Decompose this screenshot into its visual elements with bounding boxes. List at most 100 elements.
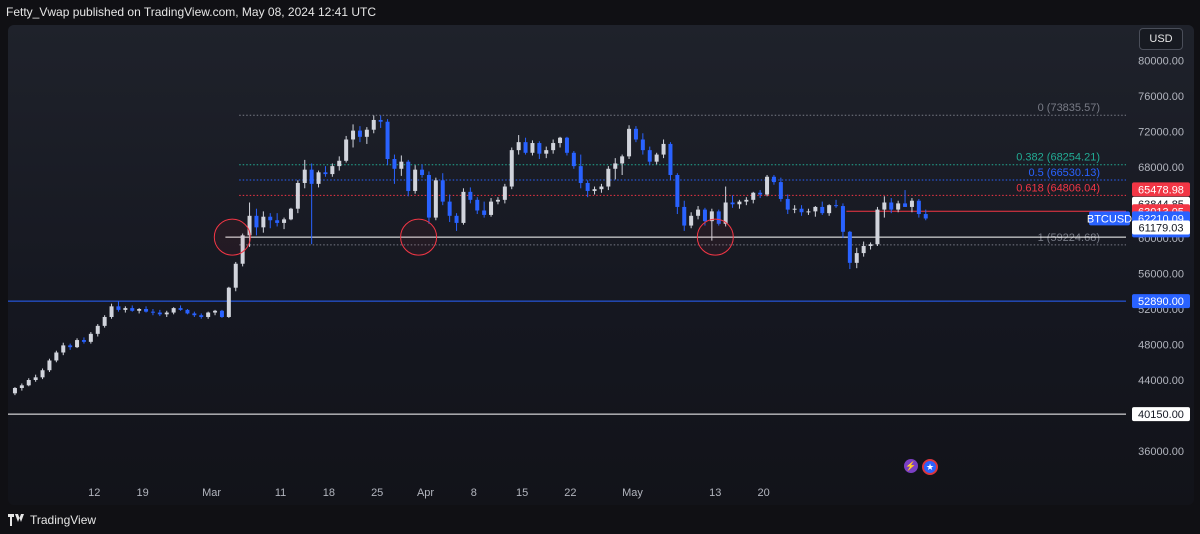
candle-body: [668, 143, 673, 175]
fib-level-label: 0.382 (68254.21): [1016, 152, 1100, 164]
candle-body: [599, 186, 604, 190]
candle-body: [765, 176, 770, 195]
tradingview-logo-icon: [8, 514, 24, 526]
candle-body: [530, 143, 535, 153]
candle-body: [468, 191, 473, 200]
x-tick-label: 13: [709, 487, 721, 499]
candle-body: [737, 201, 742, 205]
candle-body: [509, 150, 514, 187]
candle-body: [88, 333, 93, 342]
candle-body: [813, 206, 818, 212]
candle-body: [316, 172, 321, 184]
lightning-event-icon[interactable]: ⚡: [904, 459, 918, 473]
candle-body: [61, 345, 66, 353]
candle-body: [302, 169, 307, 183]
candle-body: [164, 312, 169, 315]
candle-body: [385, 121, 390, 160]
publish-header: Fetty_Vwap published on TradingView.com,…: [6, 5, 376, 19]
highlight-circle-marker: [696, 218, 734, 256]
candle-body: [647, 150, 652, 162]
candle-body: [454, 215, 459, 223]
x-tick-label: May: [622, 487, 643, 499]
candle-body: [81, 340, 86, 342]
y-tick-label: 36000.00: [1138, 446, 1184, 458]
x-tick-label: 22: [564, 487, 576, 499]
candle-body: [213, 310, 218, 313]
candle-body: [640, 139, 645, 151]
candle-body: [75, 340, 80, 348]
price-label-text: 40150.00: [1138, 409, 1184, 421]
candle-body: [682, 206, 687, 226]
candle-body: [420, 169, 425, 175]
candle-body: [130, 308, 135, 311]
fib-level-label: 0.5 (66530.13): [1028, 167, 1100, 179]
candle-body: [440, 180, 445, 202]
candle-body: [889, 202, 894, 210]
candle-body: [730, 202, 735, 205]
candle-body: [12, 387, 17, 394]
y-tick-label: 48000.00: [1138, 340, 1184, 352]
candle-body: [123, 308, 128, 310]
candle-body: [357, 130, 362, 137]
candle-body: [219, 310, 224, 317]
candle-body: [544, 150, 549, 154]
candle-body: [261, 216, 266, 228]
us-flag-event-icon[interactable]: ★: [922, 459, 938, 475]
candle-body: [185, 309, 190, 314]
footer-brand: TradingView: [30, 513, 97, 527]
candle-body: [268, 216, 273, 221]
symbol-tag-text: BTCUSD: [1087, 213, 1132, 225]
price-label: 65478.98: [1132, 182, 1190, 197]
candle-body: [751, 192, 756, 200]
candle-body: [275, 220, 280, 223]
currency-button[interactable]: USD: [1139, 28, 1183, 50]
candle-body: [861, 245, 866, 254]
x-tick-label: 25: [371, 487, 383, 499]
y-tick-label: 44000.00: [1138, 375, 1184, 387]
candle-body: [896, 203, 901, 210]
chart-pane[interactable]: 36000.0040000.0044000.0048000.0052000.00…: [8, 25, 1194, 505]
candle-body: [840, 206, 845, 232]
candlestick-chart[interactable]: 36000.0040000.0044000.0048000.0052000.00…: [8, 25, 1194, 505]
candle-body: [192, 313, 197, 316]
symbol-tag-box: [1089, 211, 1130, 226]
candle-body: [323, 172, 328, 175]
candle-body: [654, 154, 659, 162]
candle-body: [413, 169, 418, 191]
candle-body: [157, 312, 162, 315]
price-label-text: 52890.00: [1138, 296, 1184, 308]
candle-body: [226, 287, 231, 317]
x-tick-label: Apr: [417, 487, 434, 499]
candle-body: [247, 215, 252, 236]
candle-body: [426, 174, 431, 218]
candle-body: [295, 182, 300, 209]
fib-level-label: 1 (59224.68): [1038, 232, 1100, 244]
x-tick-label: 20: [757, 487, 769, 499]
y-tick-label: 80000.00: [1138, 56, 1184, 68]
candle-body: [606, 168, 611, 187]
candle-body: [875, 209, 880, 245]
candle-body: [723, 202, 728, 224]
x-tick-label: 19: [136, 487, 148, 499]
candle-body: [702, 209, 707, 222]
candle-body: [620, 156, 625, 164]
y-tick-label: 76000.00: [1138, 91, 1184, 103]
candle-body: [558, 137, 563, 144]
x-tick-label: 11: [275, 487, 286, 499]
price-label-box: [1132, 182, 1190, 197]
x-tick-label: 8: [471, 487, 477, 499]
candle-body: [592, 189, 597, 191]
highlight-circle-marker: [400, 218, 438, 256]
candle-body: [254, 215, 259, 228]
candle-body: [799, 208, 804, 213]
candle-body: [551, 143, 556, 151]
candle-body: [909, 200, 914, 207]
candle-body: [240, 235, 245, 264]
candle-body: [806, 211, 811, 213]
candle-body: [378, 119, 383, 122]
candle-body: [102, 316, 107, 326]
price-label: 40150.00: [1132, 407, 1190, 422]
candle-body: [392, 159, 397, 169]
candle-body: [571, 152, 576, 167]
candle-body: [820, 206, 825, 214]
